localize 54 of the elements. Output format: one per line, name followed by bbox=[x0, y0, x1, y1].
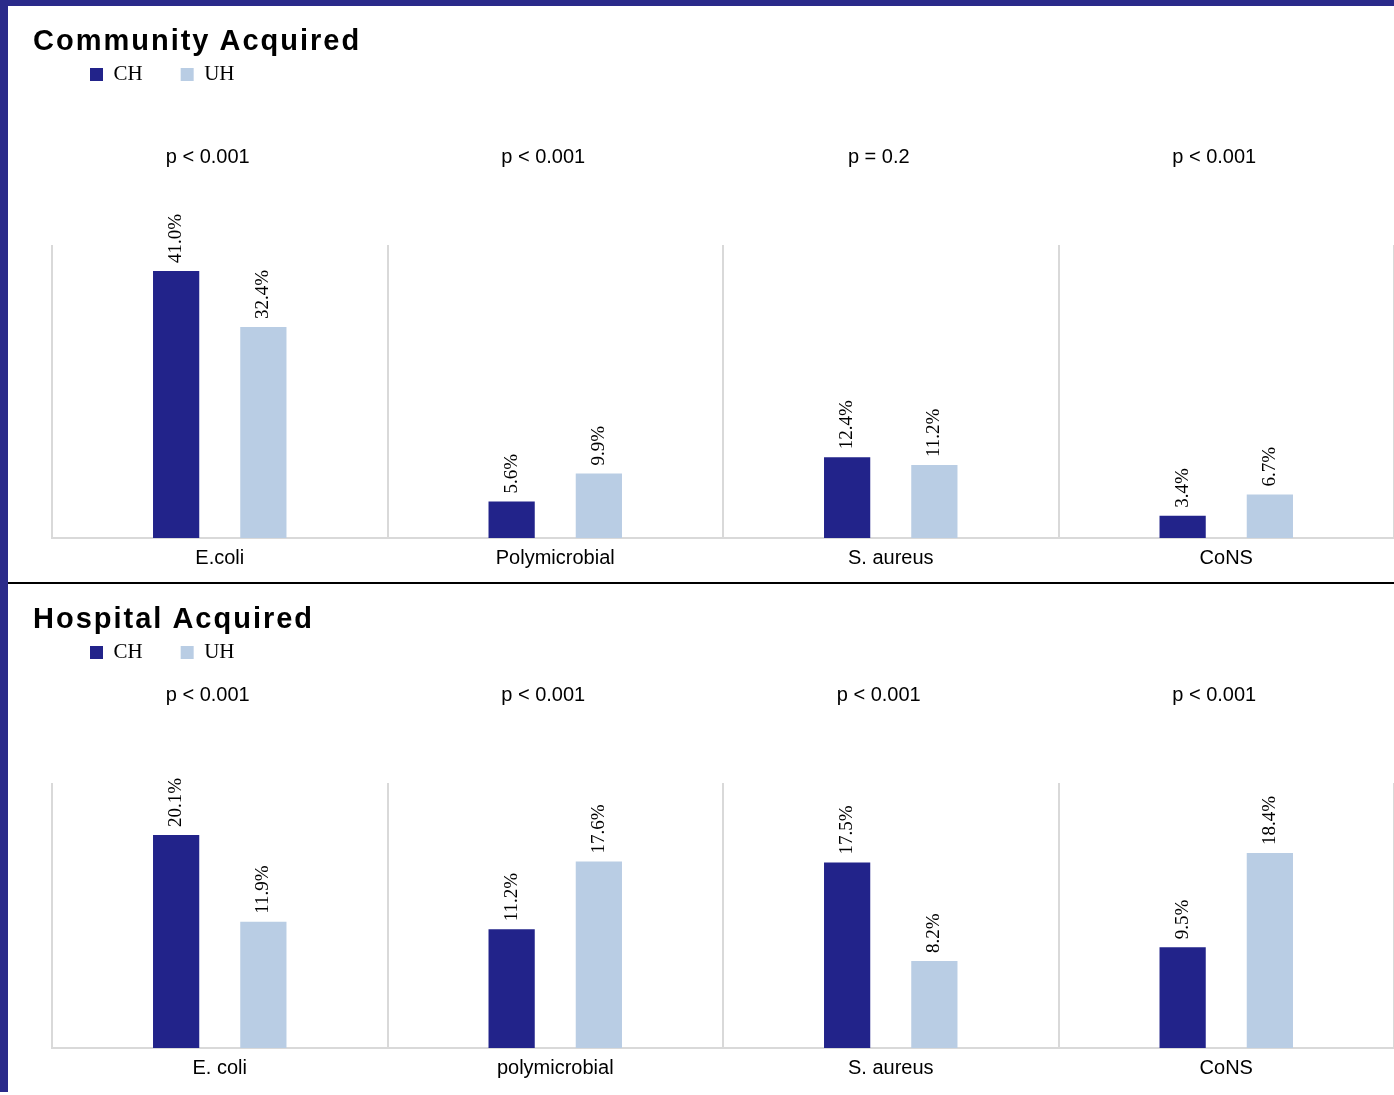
bar bbox=[488, 501, 535, 538]
bar bbox=[240, 327, 287, 538]
x-tick-label: Polymicrobial bbox=[495, 545, 615, 568]
bar bbox=[824, 457, 871, 538]
data-label: 6.7% bbox=[1257, 446, 1279, 487]
chart-title: Community Acquired bbox=[33, 24, 362, 57]
text: p = 0.2 bbox=[847, 144, 910, 167]
bar bbox=[1246, 494, 1293, 538]
bar bbox=[575, 861, 622, 1048]
legend-label: CH bbox=[113, 61, 143, 86]
data-label: 9.5% bbox=[1170, 899, 1192, 940]
x-tick-label: E. coli bbox=[192, 1055, 247, 1078]
data-label: 5.6% bbox=[499, 453, 521, 494]
x-tick-label: CoNS bbox=[1199, 1055, 1253, 1078]
bar bbox=[824, 862, 871, 1048]
data-label: 3.4% bbox=[1170, 468, 1192, 508]
bar bbox=[1246, 852, 1293, 1048]
data-label: 32.4% bbox=[251, 269, 273, 320]
data-label: 11.2% bbox=[499, 872, 521, 922]
data-label: 9.9% bbox=[586, 425, 608, 466]
legend-label: CH bbox=[113, 639, 143, 664]
x-tick-label: CoNS bbox=[1199, 545, 1253, 568]
bar bbox=[240, 921, 287, 1048]
text: p < 0.001 bbox=[501, 682, 586, 705]
chart-title: Hospital Acquired bbox=[33, 602, 315, 635]
x-tick-label: S. aureus bbox=[847, 545, 934, 568]
data-label: 18.4% bbox=[1257, 795, 1279, 845]
bar bbox=[153, 834, 200, 1048]
data-label: 41.0% bbox=[164, 213, 186, 264]
bar bbox=[488, 929, 535, 1048]
data-label: 20.1% bbox=[164, 777, 186, 827]
text: p < 0.001 bbox=[165, 682, 250, 705]
text: p < 0.001 bbox=[836, 682, 921, 705]
legend-label: UH bbox=[204, 61, 235, 86]
data-label: 8.2% bbox=[922, 913, 944, 954]
data-label: 11.2% bbox=[922, 408, 944, 458]
x-tick-label: polymicrobial bbox=[496, 1055, 614, 1078]
data-label: 17.6% bbox=[586, 804, 608, 854]
bar bbox=[575, 473, 622, 538]
text: p < 0.001 bbox=[1172, 144, 1257, 167]
legend-label: UH bbox=[204, 639, 235, 664]
x-tick-label: S. aureus bbox=[847, 1055, 934, 1078]
text: p < 0.001 bbox=[165, 144, 250, 167]
data-label: 12.4% bbox=[835, 400, 857, 450]
text: p < 0.001 bbox=[501, 144, 586, 167]
text: p < 0.001 bbox=[1172, 682, 1257, 705]
bar bbox=[153, 271, 200, 538]
data-label: 11.9% bbox=[251, 865, 273, 914]
x-tick-label: E.coli bbox=[195, 545, 245, 568]
bar bbox=[911, 465, 958, 538]
bar bbox=[1159, 515, 1206, 538]
data-label: 17.5% bbox=[835, 805, 857, 855]
bar bbox=[1159, 947, 1206, 1048]
bar bbox=[911, 961, 958, 1048]
